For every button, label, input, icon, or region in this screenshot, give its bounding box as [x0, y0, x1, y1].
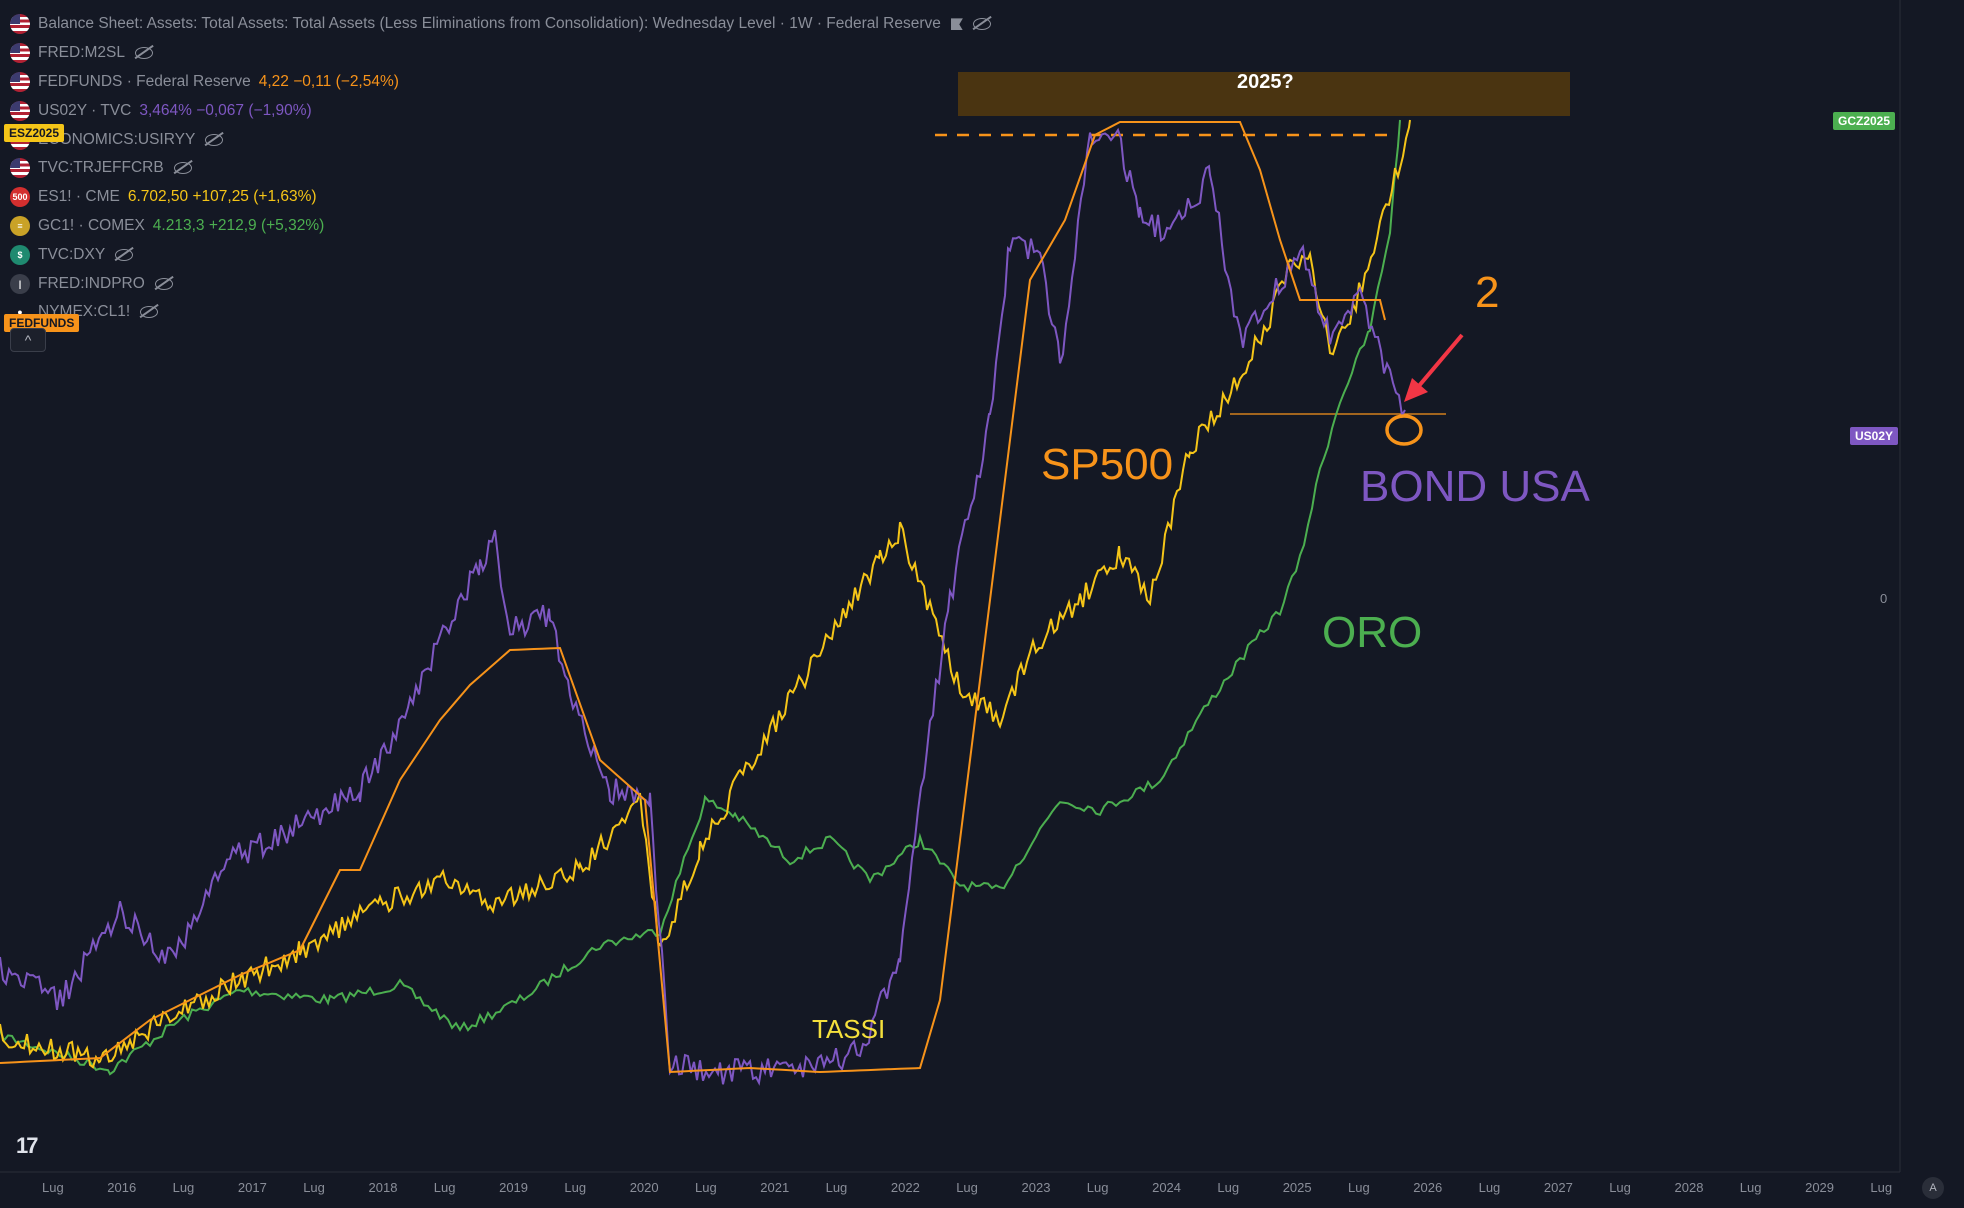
- time-axis-label: Lug: [1086, 1180, 1109, 1195]
- time-axis-label: 2016: [107, 1180, 137, 1195]
- hidden-eye-icon[interactable]: [115, 248, 134, 261]
- us-flag-icon: [10, 158, 30, 179]
- legend-symbol-name: ES1! · CME: [38, 188, 120, 206]
- legend-row[interactable]: FEDFUNDS · Federal Reserve 4,22 −0,11 (−2…: [10, 68, 991, 97]
- legend-row[interactable]: FRED:M2SL: [10, 39, 991, 68]
- time-axis-label: 2026: [1413, 1180, 1443, 1195]
- hidden-eye-icon[interactable]: [135, 47, 153, 60]
- arrow-shaft[interactable]: [1416, 333, 1464, 389]
- legend-panel: Balance Sheet: Assets: Total Assets: Tot…: [10, 10, 991, 327]
- time-axis-label: Lug: [695, 1180, 717, 1195]
- price-axis-zero: 0: [1880, 591, 1888, 606]
- us-flag-icon: [10, 43, 30, 64]
- oil-drop-icon: ●: [17, 307, 23, 318]
- legend-symbol-name: US02Y · TVC: [38, 101, 132, 119]
- legend-symbol-name: TVC:DXY: [38, 245, 106, 263]
- legend-row[interactable]: TVC:TRJEFFCRB: [10, 154, 991, 183]
- legend-row[interactable]: | FRED:INDPRO: [10, 269, 991, 298]
- legend-value: 6.702,50 +107,25 (+1,63%): [127, 188, 317, 206]
- legend-value: 4.213,3 +212,9 (+5,32%): [152, 216, 325, 234]
- circle-marker[interactable]: [1385, 414, 1423, 446]
- time-axis-label: 2020: [629, 1180, 659, 1195]
- legend-row[interactable]: Balance Sheet: Assets: Total Assets: Tot…: [10, 10, 991, 39]
- hidden-eye-icon[interactable]: [140, 306, 159, 319]
- time-axis-label: 2027: [1543, 1180, 1573, 1195]
- gold-series-line[interactable]: [0, 119, 1401, 1076]
- gold-icon: ≡: [10, 215, 30, 236]
- tassi-label: TASSI: [812, 1014, 886, 1044]
- us-flag-icon: [10, 14, 30, 35]
- gcz2025-price-tag: GCZ2025: [1833, 112, 1896, 130]
- legend-value: 4,22 −0,11 (−2,54%): [258, 72, 399, 90]
- auto-scale-button[interactable]: A: [1922, 1177, 1944, 1199]
- legend-row[interactable]: US02Y · TVC 3,464% −0,067 (−1,90%): [10, 96, 991, 125]
- hidden-eye-icon[interactable]: [972, 18, 991, 31]
- time-axis-label: 2018: [368, 1180, 398, 1195]
- hidden-eye-icon[interactable]: [205, 133, 224, 146]
- time-axis-label: Lug: [825, 1180, 848, 1195]
- time-axis-label: Lug: [42, 1180, 64, 1195]
- time-axis-label: Lug: [1739, 1180, 1762, 1195]
- sp500-label: SP500: [1041, 440, 1174, 489]
- time-axis-label: Lug: [1870, 1180, 1893, 1195]
- legend-symbol-name: FEDFUNDS · Federal Reserve: [38, 72, 251, 90]
- legend-symbol-name: GC1! · COMEX: [38, 216, 145, 234]
- hidden-eye-icon[interactable]: [154, 277, 173, 290]
- time-axis-label: 2029: [1805, 1180, 1835, 1195]
- legend-symbol-name: FRED:M2SL: [38, 44, 125, 62]
- us-flag-icon: [10, 100, 30, 121]
- time-axis-label: 2025: [1282, 1180, 1312, 1195]
- sp500-series-line[interactable]: [0, 119, 1411, 1069]
- time-axis-label: Lug: [172, 1180, 195, 1195]
- fedfunds-price-tag: FEDFUNDS: [4, 314, 80, 332]
- time-axis-label: 2019: [499, 1180, 529, 1195]
- time-axis-label: Lug: [433, 1180, 456, 1195]
- legend-row[interactable]: ● NYMEX:CL1!: [10, 298, 991, 327]
- fedfunds-series-line[interactable]: [0, 121, 1386, 1074]
- legend-symbol-name: Balance Sheet: Assets: Total Assets: Tot…: [38, 15, 941, 33]
- time-axis-label: 2017: [237, 1180, 267, 1195]
- legend-row[interactable]: ECONOMICS:USIRYY: [10, 125, 991, 154]
- sp500-icon: 500: [10, 187, 30, 208]
- annotation-box[interactable]: [958, 72, 1570, 116]
- tradingview-logo: 17: [16, 1133, 39, 1158]
- hidden-eye-icon[interactable]: [173, 162, 192, 175]
- time-axis-label: Lug: [1609, 1180, 1631, 1195]
- time-axis-label: Lug: [1478, 1180, 1501, 1195]
- time-axis-label: 2023: [1021, 1180, 1051, 1195]
- legend-symbol-name: FRED:INDPRO: [38, 274, 145, 292]
- dollar-icon: $: [10, 244, 30, 265]
- number-two-label: 2: [1475, 268, 1500, 317]
- time-axis-label: 2024: [1152, 1180, 1182, 1195]
- legend-row[interactable]: 500 ES1! · CME 6.702,50 +107,25 (+1,63%): [10, 183, 991, 212]
- legend-symbol-name: ECONOMICS:USIRYY: [38, 130, 196, 148]
- oro-label: ORO: [1322, 608, 1423, 657]
- annotation-box-label: 2025?: [1237, 71, 1294, 93]
- time-axis-label: Lug: [1217, 1180, 1240, 1195]
- collapse-legend-button[interactable]: ^: [10, 328, 46, 352]
- time-axis-label: Lug: [564, 1180, 587, 1195]
- time-axis-label: 2028: [1674, 1180, 1704, 1195]
- time-axis-label: Lug: [1348, 1180, 1370, 1195]
- legend-value: 3,464% −0,067 (−1,90%): [139, 101, 312, 119]
- flag-icon[interactable]: [950, 18, 963, 31]
- arrow-head: [1404, 378, 1428, 402]
- legend-row[interactable]: ≡ GC1! · COMEX 4.213,3 +212,9 (+5,32%): [10, 212, 991, 241]
- us-flag-icon: [10, 71, 30, 92]
- es-price-tag: ESZ2025: [4, 124, 65, 142]
- us02y-price-tag: US02Y: [1850, 427, 1899, 445]
- time-axis-label: 2022: [890, 1180, 920, 1195]
- time-axis-label: Lug: [303, 1180, 325, 1195]
- time-axis-label: 2021: [760, 1180, 790, 1195]
- us02y-series-line[interactable]: [0, 127, 1406, 1086]
- fred-icon: |: [10, 273, 30, 294]
- legend-symbol-name: TVC:TRJEFFCRB: [38, 159, 164, 177]
- legend-row[interactable]: $ TVC:DXY: [10, 240, 991, 269]
- bond-usa-label: BOND USA: [1360, 462, 1590, 511]
- time-axis-label: Lug: [956, 1180, 978, 1195]
